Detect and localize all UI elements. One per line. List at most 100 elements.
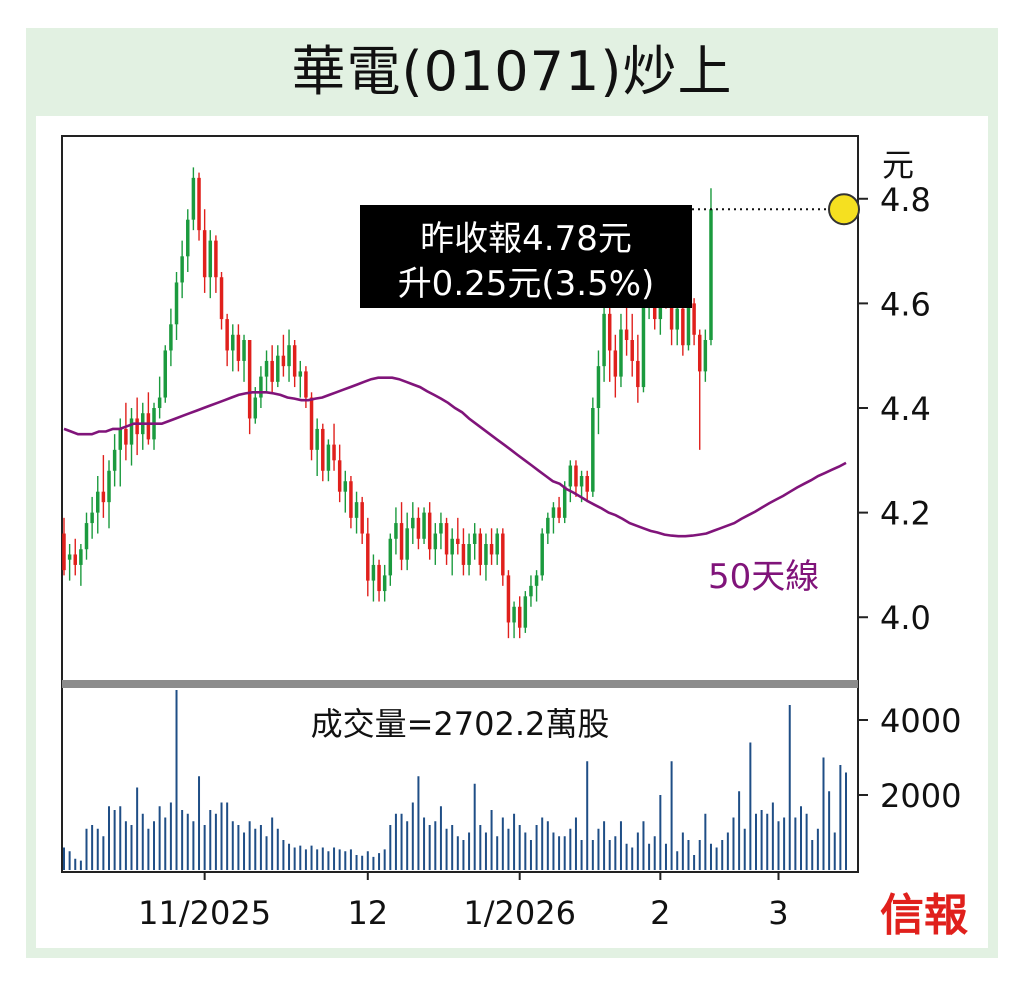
candle-body <box>242 340 246 361</box>
x-tick-label: 11/2025 <box>138 894 271 932</box>
candle-body <box>337 460 342 492</box>
candle-body <box>557 507 561 518</box>
candle-body <box>669 292 674 330</box>
candle-body <box>157 397 162 408</box>
candle-body <box>382 575 387 592</box>
candle-body <box>551 507 556 518</box>
candle-body <box>574 465 578 487</box>
candle-body <box>568 465 573 487</box>
candle-body <box>467 544 471 565</box>
candle-body <box>461 544 466 565</box>
price-tick-label: 4.0 <box>880 599 931 637</box>
x-tick-label: 2 <box>650 894 670 932</box>
volume-label: 成交量=2702.2萬股 <box>311 705 610 743</box>
price-tick-label: 4.2 <box>880 495 931 533</box>
candle-body <box>247 340 252 419</box>
volume-tick-label: 4000 <box>880 702 961 740</box>
candle-body <box>388 538 393 576</box>
candle-body <box>506 575 511 623</box>
candle-body <box>517 606 522 628</box>
candle-body <box>540 533 544 576</box>
candle-body <box>214 240 218 278</box>
candle-body <box>562 486 567 518</box>
candle-body <box>377 564 381 592</box>
candle-body <box>411 517 415 529</box>
price-tick-label: 4.4 <box>880 390 931 428</box>
candle-body <box>579 476 584 487</box>
candle-body <box>253 397 258 419</box>
candle-body <box>433 533 438 550</box>
candle-body <box>529 585 533 597</box>
annotation-box <box>360 205 692 308</box>
candle-body <box>304 371 308 398</box>
candle-body <box>298 371 303 377</box>
candle-body <box>79 549 83 565</box>
candle-body <box>546 517 550 534</box>
x-tick-label: 3 <box>768 894 788 932</box>
candle-body <box>135 418 139 435</box>
candle-body <box>259 376 263 398</box>
price-tick-label: 4.8 <box>880 181 931 219</box>
candle-body <box>585 476 589 492</box>
candle-body <box>478 533 483 565</box>
candle-body <box>675 308 679 330</box>
candle-body <box>602 313 606 367</box>
candle-body <box>270 360 274 382</box>
candle-body <box>399 523 404 560</box>
annotation-line1: 昨收報4.78元 <box>420 219 632 259</box>
candle-body <box>90 512 94 524</box>
price-unit-label: 元 <box>882 146 914 184</box>
candle-body <box>163 350 168 398</box>
candle-body <box>501 533 505 576</box>
candle-body <box>427 512 432 550</box>
candle-body <box>619 329 623 377</box>
candle-body <box>309 397 314 450</box>
candle-body <box>264 360 269 377</box>
candle-body <box>686 303 691 346</box>
candle-body <box>281 355 286 367</box>
candle-body <box>96 491 100 513</box>
candle-body <box>416 517 421 539</box>
candle-body <box>472 533 477 544</box>
chart-title: 華電(01071)炒上 <box>291 40 733 103</box>
candle-body <box>456 538 460 544</box>
candle-body <box>613 350 618 377</box>
candle-body <box>186 219 190 257</box>
candle-body <box>292 345 297 377</box>
candle-body <box>703 340 708 372</box>
candle-body <box>67 554 72 560</box>
candle-body <box>73 554 77 565</box>
candle-body <box>439 523 443 534</box>
candle-body <box>112 449 117 471</box>
candle-body <box>636 360 640 388</box>
annotation-line2: 升0.25元(3.5%) <box>398 264 655 304</box>
candle-body <box>692 303 696 335</box>
candle-body <box>523 596 528 628</box>
candle-body <box>681 308 685 346</box>
ma50-line <box>63 376 847 538</box>
candle-body <box>489 544 494 555</box>
candle-body <box>62 533 66 571</box>
candle-body <box>422 512 426 539</box>
x-tick-label: 12 <box>347 894 388 932</box>
candle-body <box>287 345 291 367</box>
candle-body <box>231 334 235 351</box>
candle-body <box>354 502 359 518</box>
candle-body <box>225 319 229 351</box>
last-close-marker <box>828 193 860 226</box>
candle-body <box>202 230 207 278</box>
candle-body <box>321 428 325 471</box>
candle-body <box>495 533 499 555</box>
candle-body <box>394 523 398 539</box>
candle-body <box>444 523 449 555</box>
volume-tick-label: 2000 <box>880 777 961 815</box>
candle-body <box>169 324 173 351</box>
candle-body <box>191 177 196 220</box>
candle-body <box>343 481 348 492</box>
candle-body <box>107 470 111 503</box>
candle-body <box>630 340 634 361</box>
candle-body <box>534 575 539 586</box>
candle-body <box>332 444 336 461</box>
xinbao-logo: 信報 <box>880 890 968 941</box>
